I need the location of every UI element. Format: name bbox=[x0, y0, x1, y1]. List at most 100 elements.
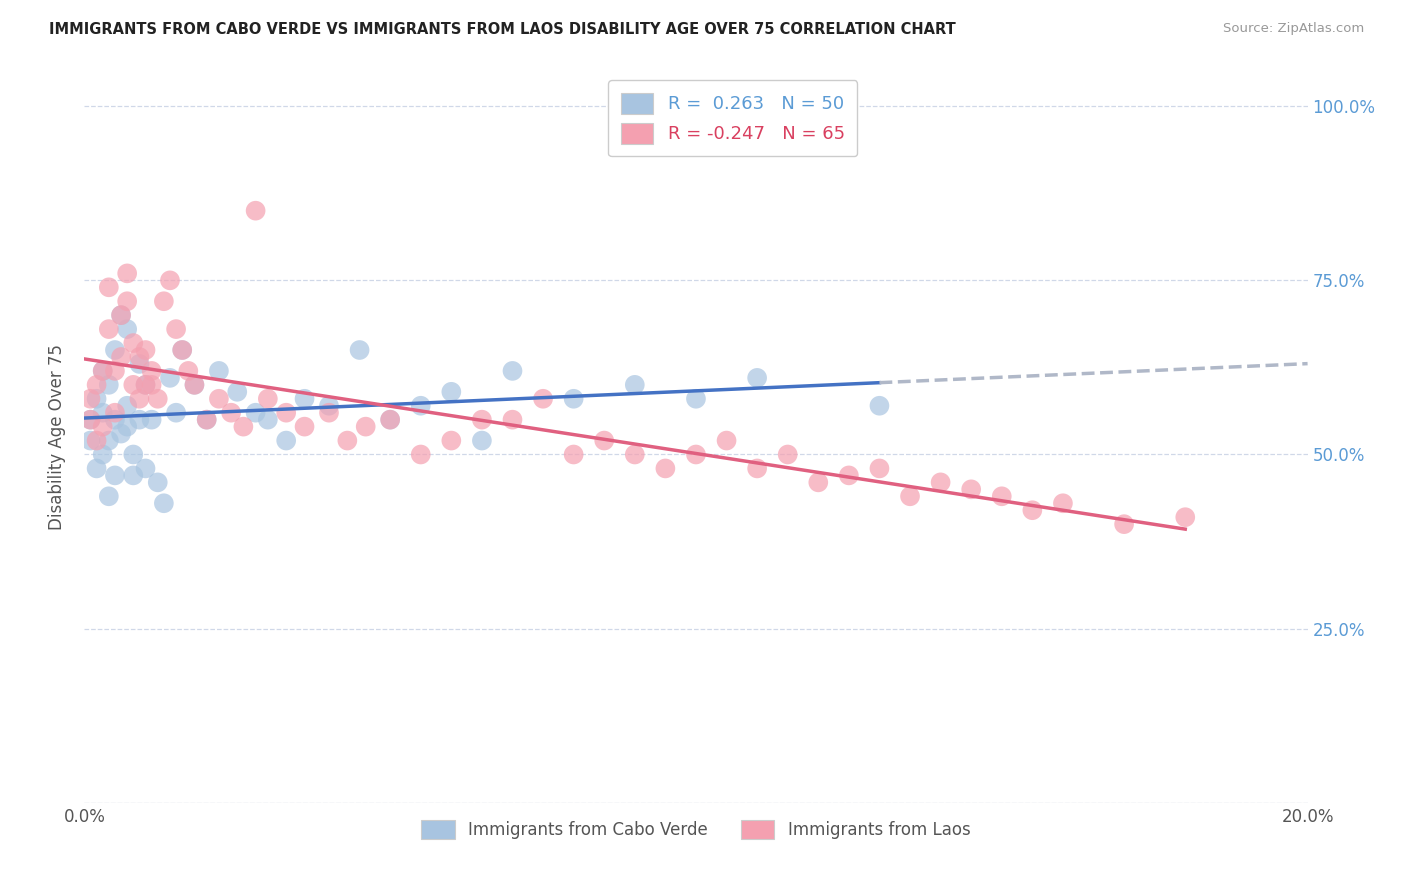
Point bbox=[91, 364, 114, 378]
Point bbox=[245, 406, 267, 420]
Point bbox=[79, 412, 101, 426]
Point bbox=[471, 434, 494, 448]
Point bbox=[1052, 496, 1074, 510]
Point bbox=[294, 392, 316, 406]
Point bbox=[135, 461, 157, 475]
Point bbox=[141, 412, 163, 426]
Point bbox=[807, 475, 830, 490]
Point bbox=[195, 412, 218, 426]
Point bbox=[177, 364, 200, 378]
Point bbox=[654, 461, 676, 475]
Point bbox=[208, 364, 231, 378]
Point bbox=[685, 392, 707, 406]
Point bbox=[898, 489, 921, 503]
Point bbox=[159, 273, 181, 287]
Point bbox=[183, 377, 205, 392]
Point bbox=[593, 434, 616, 448]
Point bbox=[562, 448, 585, 462]
Point bbox=[349, 343, 371, 357]
Point bbox=[716, 434, 738, 448]
Point bbox=[409, 399, 432, 413]
Point bbox=[440, 434, 463, 448]
Point bbox=[122, 336, 145, 351]
Point bbox=[122, 448, 145, 462]
Legend: Immigrants from Cabo Verde, Immigrants from Laos: Immigrants from Cabo Verde, Immigrants f… bbox=[415, 814, 977, 846]
Point bbox=[153, 496, 176, 510]
Point bbox=[115, 266, 138, 280]
Point bbox=[1021, 503, 1043, 517]
Point bbox=[471, 412, 494, 426]
Point bbox=[79, 412, 101, 426]
Point bbox=[86, 434, 108, 448]
Point bbox=[135, 377, 157, 392]
Point bbox=[79, 434, 101, 448]
Point bbox=[624, 377, 647, 392]
Point bbox=[135, 377, 157, 392]
Point bbox=[776, 448, 799, 462]
Point bbox=[502, 364, 524, 378]
Point bbox=[128, 392, 150, 406]
Point bbox=[685, 448, 707, 462]
Point bbox=[91, 419, 114, 434]
Point bbox=[208, 392, 231, 406]
Point bbox=[104, 406, 127, 420]
Point bbox=[97, 322, 120, 336]
Point bbox=[172, 343, 194, 357]
Point bbox=[135, 343, 157, 357]
Point bbox=[146, 392, 169, 406]
Point bbox=[115, 419, 138, 434]
Point bbox=[354, 419, 377, 434]
Point bbox=[91, 406, 114, 420]
Point bbox=[110, 308, 132, 322]
Point bbox=[128, 350, 150, 364]
Point bbox=[97, 434, 120, 448]
Point bbox=[440, 384, 463, 399]
Point bbox=[141, 364, 163, 378]
Point bbox=[232, 419, 254, 434]
Point bbox=[110, 308, 132, 322]
Point bbox=[747, 371, 769, 385]
Point bbox=[172, 343, 194, 357]
Point bbox=[226, 384, 249, 399]
Point bbox=[104, 412, 127, 426]
Point bbox=[128, 412, 150, 426]
Point bbox=[380, 412, 402, 426]
Point bbox=[97, 280, 120, 294]
Point bbox=[86, 377, 108, 392]
Point bbox=[409, 448, 432, 462]
Point bbox=[79, 392, 101, 406]
Point bbox=[380, 412, 402, 426]
Point bbox=[165, 406, 187, 420]
Point bbox=[97, 489, 120, 503]
Point bbox=[153, 294, 176, 309]
Point bbox=[1174, 510, 1197, 524]
Point bbox=[115, 322, 138, 336]
Point bbox=[502, 412, 524, 426]
Point bbox=[165, 322, 187, 336]
Point bbox=[141, 377, 163, 392]
Point bbox=[183, 377, 205, 392]
Point bbox=[128, 357, 150, 371]
Point bbox=[91, 364, 114, 378]
Point bbox=[929, 475, 952, 490]
Point bbox=[531, 392, 554, 406]
Point bbox=[624, 448, 647, 462]
Point bbox=[869, 461, 891, 475]
Point bbox=[257, 412, 280, 426]
Point bbox=[104, 364, 127, 378]
Point bbox=[276, 406, 298, 420]
Point bbox=[159, 371, 181, 385]
Point bbox=[86, 392, 108, 406]
Point bbox=[110, 350, 132, 364]
Point bbox=[195, 412, 218, 426]
Y-axis label: Disability Age Over 75: Disability Age Over 75 bbox=[48, 344, 66, 530]
Point bbox=[336, 434, 359, 448]
Point bbox=[86, 461, 108, 475]
Text: Source: ZipAtlas.com: Source: ZipAtlas.com bbox=[1223, 22, 1364, 36]
Point bbox=[115, 399, 138, 413]
Point bbox=[991, 489, 1014, 503]
Point bbox=[97, 377, 120, 392]
Point bbox=[1114, 517, 1136, 532]
Point bbox=[122, 468, 145, 483]
Point bbox=[869, 399, 891, 413]
